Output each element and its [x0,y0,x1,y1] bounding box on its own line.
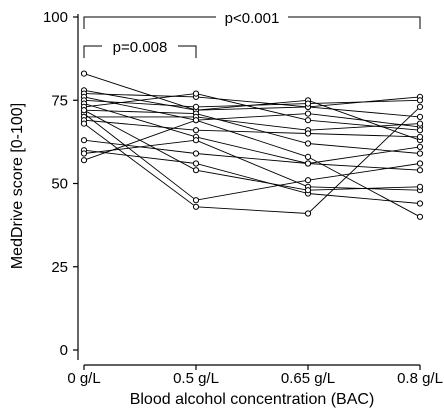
data-point [304,160,312,167]
x-tick-label: 0.5 g/L [173,370,219,387]
data-point [304,100,312,107]
y-tick-label: 25 [51,259,68,276]
bracket-line [83,45,102,58]
data-point [416,133,424,140]
data-point [416,97,424,104]
series-line-7 [83,93,421,131]
data-point [304,153,312,160]
data-point [416,167,424,174]
series-line-16 [83,119,421,218]
bracket-line [288,16,421,29]
data-point [416,160,424,167]
series-line-1 [83,73,421,111]
data-point [304,110,312,117]
data-point [80,157,88,164]
y-tick-label: 50 [51,176,68,193]
data-point [304,177,312,184]
data-point [192,117,200,124]
axes [77,14,420,366]
data-point [80,137,88,144]
data-point [192,197,200,204]
data-point [192,150,200,157]
data-point [192,103,200,111]
y-tick-label: 0 [60,342,68,359]
series-line-8 [83,109,421,154]
data-point [416,200,424,207]
x-axis-label: Blood alcohol concentration (BAC) [130,391,375,408]
bracket-line [178,45,197,58]
y-axis-label: MedDrive score [0-100] [9,103,26,269]
data-point [416,183,424,190]
data-point [192,90,200,97]
data-point [416,113,424,121]
series-line-2 [83,89,421,141]
data-point [192,167,200,174]
bracket-line [83,16,216,29]
series-line-3 [83,93,421,118]
series-line-4 [83,96,421,128]
data-point [80,70,88,77]
x-ticks: 0 g/L 0.5 g/L 0.65 g/L 0.8 g/L [67,365,443,387]
x-tick-label: 0 g/L [67,370,100,387]
series-line-6 [83,103,421,164]
data-point [416,143,424,150]
data-point [304,117,312,124]
series-line-15 [83,139,421,191]
data-point [304,140,312,147]
series-points [80,70,424,220]
series-line-14 [83,149,421,204]
significance-brackets: p=0.008 p<0.001 [83,10,421,58]
data-point [80,107,88,114]
series-line-17 [83,109,421,191]
y-tick-label: 75 [51,92,68,109]
data-point [416,120,424,127]
y-ticks: 0 25 50 75 100 [43,9,78,359]
data-point [80,150,88,157]
data-point [80,120,88,127]
data-point [192,203,200,210]
series-line-12 [83,106,421,214]
data-point [416,127,424,134]
data-point [416,103,424,111]
x-tick-label: 0.8 g/L [397,370,443,387]
data-point [416,150,424,157]
series-line-10 [84,116,421,131]
data-point [416,213,424,220]
data-point [192,127,200,134]
data-point [192,137,200,144]
data-point [304,130,312,137]
y-tick-label: 100 [43,9,68,26]
series-line-5 [83,99,421,108]
p-value-label: p<0.001 [225,10,280,27]
series-lines [83,73,421,218]
data-point [192,160,200,167]
data-point [304,187,312,194]
data-point [304,210,312,217]
series-line-11 [83,119,421,138]
p-value-label: p=0.008 [113,39,168,56]
x-tick-label: 0.65 g/L [281,370,335,387]
